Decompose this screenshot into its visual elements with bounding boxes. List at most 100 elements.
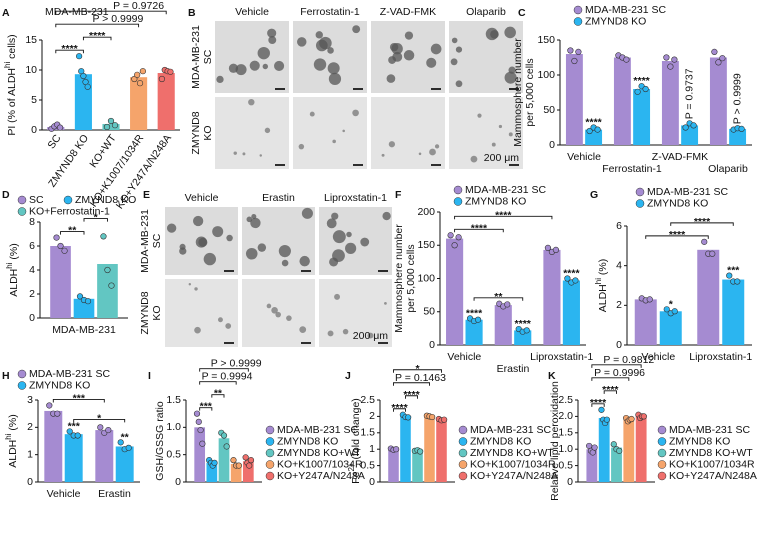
significance-bracket (211, 394, 225, 398)
sphere (360, 237, 370, 247)
sphere (332, 139, 336, 144)
y-axis-label-part: (%) (8, 243, 20, 262)
sphere (450, 58, 458, 66)
significance-bracket (82, 36, 112, 41)
data-point (80, 72, 87, 80)
column-title: Erastin (262, 192, 295, 204)
data-point (111, 122, 119, 129)
sphere (216, 75, 224, 84)
significance-label: ** (494, 291, 503, 303)
data-point (734, 278, 741, 285)
significance-bracket (591, 364, 642, 368)
legend-swatch (17, 381, 27, 390)
significance-bracket (73, 418, 126, 423)
sphere (192, 215, 204, 227)
y-tick-label: 4 (616, 259, 622, 271)
data-point (682, 124, 689, 131)
data-point (131, 75, 138, 83)
data-point (84, 298, 92, 305)
bar (543, 249, 561, 345)
significance-label: P > 0.9999 (731, 73, 743, 124)
bar (634, 299, 657, 345)
legend-swatch (265, 425, 275, 435)
y-tick-label: 0 (29, 312, 35, 324)
data-point (715, 59, 722, 66)
significance-label: **** (471, 222, 488, 234)
legend-label: ZMYND8 KO+WT (277, 447, 361, 459)
x-tick-label: Erastin (497, 363, 530, 375)
data-point (61, 247, 68, 254)
significance-bracket (393, 408, 406, 412)
sphere (268, 36, 277, 45)
y-tick-label: 0 (567, 476, 573, 488)
y-axis-label-sup: hi (3, 62, 12, 68)
data-point (197, 426, 204, 434)
data-point (246, 462, 253, 469)
panel-letter: C (518, 7, 526, 19)
x-tick-label: Vehicle (641, 351, 675, 363)
scale-bar-label: 200 μm (353, 330, 388, 342)
micrograph (293, 97, 367, 169)
data-point (610, 441, 617, 448)
data-point (117, 439, 124, 446)
legend-swatch (657, 460, 667, 469)
data-point (230, 457, 237, 464)
significance-label: **** (694, 216, 711, 228)
data-point (193, 410, 201, 417)
y-axis-label-part: PI (% of ALDH (6, 68, 18, 136)
legend-swatch (573, 17, 583, 26)
sphere (233, 151, 237, 155)
legend-swatch (458, 448, 468, 458)
sphere (346, 231, 352, 238)
significance-label: * (415, 363, 420, 375)
sphere (281, 259, 289, 267)
bar (661, 61, 679, 145)
legend-swatch (63, 195, 73, 205)
y-axis-label: PI (% of ALDHhi cells) (3, 34, 18, 135)
x-tick-label: Vehicle (447, 351, 481, 363)
sphere (455, 46, 463, 53)
sphere (455, 80, 463, 88)
sphere (332, 230, 346, 244)
legend-swatch (265, 471, 275, 481)
bar (102, 124, 120, 130)
significance-label: ** (68, 225, 77, 237)
sphere (278, 245, 291, 258)
y-tick-label: 1 (27, 448, 33, 460)
data-point (719, 55, 726, 62)
row-label: ZMYND8 (139, 291, 151, 334)
y-tick-label: 200 (417, 206, 435, 218)
legend-label: ZMYND8 KO+WT (669, 447, 753, 459)
data-point (107, 117, 115, 125)
bar (623, 419, 635, 482)
data-point (603, 416, 610, 423)
legend-label: KO+K1007/1034R (470, 458, 556, 470)
legend-label: ZMYND8 KO (29, 379, 90, 391)
data-point (447, 232, 454, 239)
sphere (498, 124, 503, 129)
legend-swatch (453, 185, 463, 195)
y-tick-label: 100 (417, 272, 435, 284)
data-point (623, 56, 630, 63)
significance-label: **** (602, 384, 619, 396)
y-axis-label: ALDHhi (%) (594, 259, 609, 313)
legend-label: KO+Ferrostatin-1 (29, 205, 110, 217)
y-axis-label-part: ALDH (597, 284, 609, 312)
data-point (53, 234, 60, 241)
data-point (640, 413, 647, 420)
bar (95, 430, 114, 482)
bar (424, 416, 435, 482)
y-tick-label: 10 (25, 64, 37, 76)
x-tick-label: MDA-MB-231 (52, 324, 116, 336)
sphere (275, 311, 281, 318)
sphere (225, 323, 232, 329)
data-point (242, 454, 249, 461)
y-tick-label: 1.0 (166, 421, 181, 433)
y-tick-label: 1 (369, 443, 375, 455)
legend-label: MDA-MB-231 SC (29, 368, 111, 380)
significance-label: **** (61, 43, 78, 55)
data-point (663, 54, 670, 61)
significance-label: **** (585, 117, 602, 129)
significance-label: * (669, 298, 674, 310)
sphere (329, 257, 339, 267)
